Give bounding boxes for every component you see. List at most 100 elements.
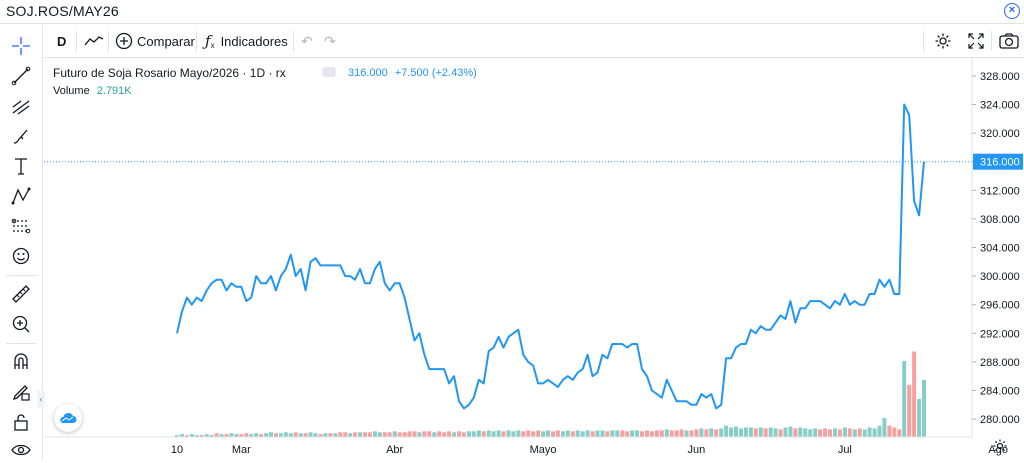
volume-bar (447, 431, 452, 437)
volume-bar (679, 429, 684, 437)
crosshair-icon[interactable] (8, 33, 34, 59)
volume-bar (635, 430, 640, 438)
volume-value: 2.791K (96, 85, 132, 97)
drawing-toolbar (0, 25, 43, 459)
toolbar-divider (991, 31, 992, 51)
gear-icon[interactable] (934, 25, 952, 57)
symbol-title[interactable]: SOJ.ROS/MAY26 (6, 3, 119, 19)
volume-bar (343, 432, 348, 438)
ruler-icon[interactable] (8, 281, 34, 307)
volume-bar (748, 427, 753, 437)
volume-bar (303, 433, 308, 437)
volume-bar (407, 431, 412, 437)
volume-bar (481, 431, 486, 437)
volume-bar (278, 433, 283, 437)
fib-icon[interactable] (8, 93, 34, 119)
chart-style-button[interactable] (84, 25, 104, 57)
volume-bar (912, 351, 917, 437)
volume-bar (269, 432, 273, 438)
toolbar-divider (76, 31, 77, 51)
legend-collapse-icon[interactable] (322, 67, 336, 77)
pattern-icon[interactable] (8, 183, 34, 209)
text-icon[interactable] (8, 153, 34, 179)
y-tick-label: 288.000 (980, 357, 1020, 369)
volume-bar (254, 433, 259, 437)
volume-bar (555, 430, 560, 438)
volume-bar (516, 430, 521, 438)
collapse-toolbar-icon[interactable]: ‹ (37, 390, 45, 408)
volume-bar (625, 431, 630, 437)
undo-icon[interactable]: ↶ (301, 32, 313, 49)
unlock-icon[interactable] (8, 409, 34, 435)
x-tick-label: Ago (988, 444, 1008, 456)
legend-change: +7.500 (+2.43%) (394, 67, 477, 79)
interval-label: D (57, 33, 67, 49)
close-icon[interactable]: × (1004, 3, 1020, 19)
volume-bar (758, 427, 763, 437)
volume-bar (491, 431, 496, 437)
volume-bar (852, 429, 857, 437)
redo-icon[interactable]: ↷ (324, 32, 336, 49)
volume-bar (283, 432, 288, 438)
volume-bar (501, 431, 506, 437)
volume-bar (560, 431, 565, 437)
volume-bar (704, 429, 709, 437)
interval-button[interactable]: D (57, 25, 66, 57)
magnet-icon[interactable] (8, 349, 34, 375)
volume-bar (397, 432, 402, 438)
axis-settings-icon[interactable] (992, 438, 1008, 459)
camera-icon[interactable] (999, 25, 1019, 57)
zoom-in-icon[interactable] (8, 311, 34, 337)
volume-bar (486, 430, 491, 438)
volume-bar (521, 431, 526, 437)
volume-bar (358, 432, 363, 438)
legend-title: Futuro de Soja Rosario Mayo/2026 · 1D · … (53, 66, 286, 80)
volume-bar (180, 434, 184, 437)
volume-bar (833, 428, 837, 437)
volume-bar (511, 431, 516, 437)
compare-button[interactable]: Comparar (115, 25, 195, 57)
fullscreen-icon[interactable] (968, 25, 984, 57)
volume-bar (244, 433, 249, 437)
volume-bar (476, 430, 481, 438)
volume-bar (466, 431, 471, 437)
y-tick-label: 292.000 (980, 328, 1020, 340)
trend-line-icon[interactable] (8, 63, 34, 89)
volume-bar (402, 432, 407, 438)
volume-bar (902, 361, 907, 437)
cloud-icon[interactable] (54, 404, 82, 432)
volume-bar (368, 432, 372, 438)
volume-bar (427, 431, 432, 437)
volume-bar (689, 430, 694, 438)
volume-bar (229, 433, 234, 437)
volume-bar (333, 433, 338, 437)
volume-bar (175, 435, 179, 437)
volume-bar (922, 380, 926, 437)
emoji-icon[interactable] (8, 243, 34, 269)
y-tick-label: 280.000 (980, 414, 1020, 426)
volume-bar (437, 431, 442, 437)
toolbar-divider (108, 31, 109, 51)
y-tick-label: 300.000 (980, 271, 1020, 283)
volume-bar (778, 429, 783, 437)
volume-bar (353, 432, 358, 438)
volume-bar (432, 432, 437, 438)
volume-bar (526, 430, 531, 438)
eye-icon[interactable] (8, 437, 34, 463)
volume-label: Volume (53, 85, 90, 97)
volume-bar (610, 430, 615, 438)
volume-bar (417, 432, 422, 438)
brush-icon[interactable] (8, 123, 34, 149)
volume-bar (541, 431, 546, 437)
volume-bar (669, 430, 674, 438)
forecast-icon[interactable] (8, 213, 34, 239)
volume-bar (412, 431, 417, 437)
volume-bar (753, 428, 758, 437)
volume-bar (803, 428, 808, 437)
volume-bar (570, 431, 575, 437)
lock-draw-icon[interactable] (8, 379, 34, 405)
volume-bar (249, 434, 254, 437)
